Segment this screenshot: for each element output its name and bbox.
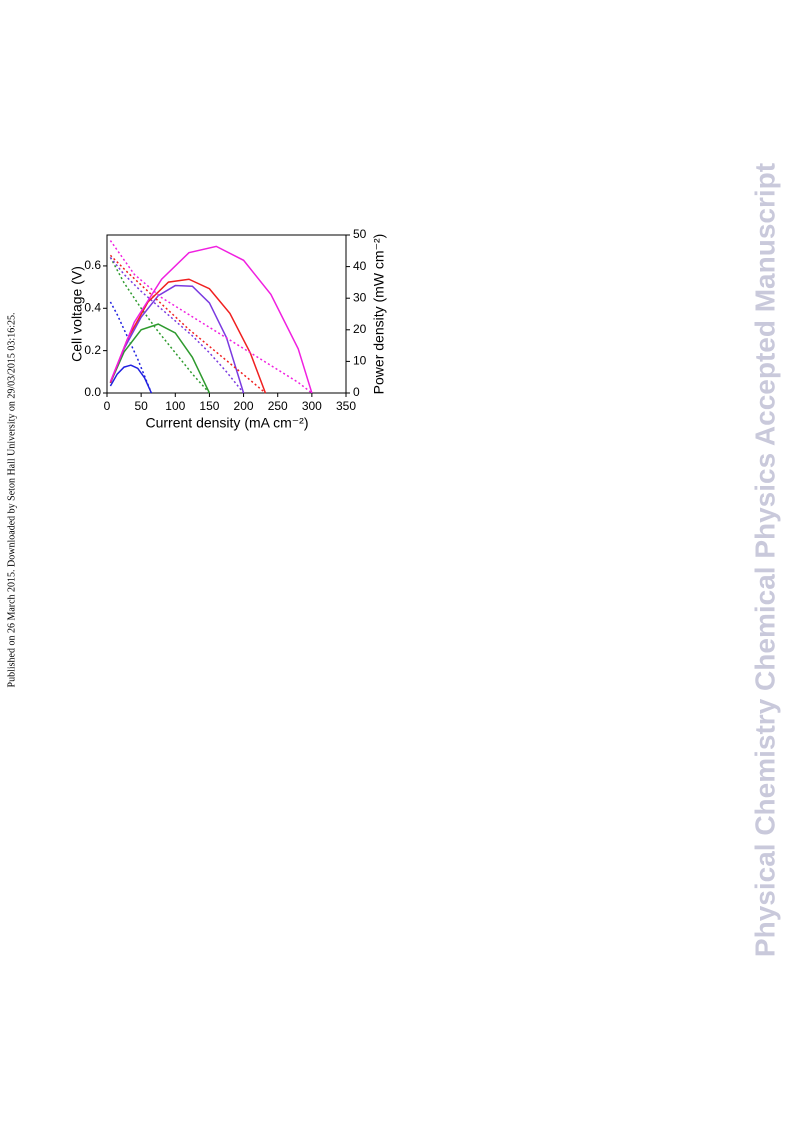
chart: Cell voltage (V) Power density (mW cm⁻²)… [69, 227, 387, 431]
y-axis-label: Cell voltage (V) [69, 266, 85, 362]
margin-note: Published on 26 March 2015. Downloaded b… [6, 313, 17, 688]
y-tick-label: 0.4 [84, 300, 101, 314]
watermark: Physical Chemistry Chemical Physics Acce… [749, 163, 780, 957]
y2-tick-label: 40 [353, 259, 367, 273]
y2-tick-label: 0 [353, 385, 360, 399]
x-tick-label: 300 [302, 399, 322, 413]
voltage-line [109, 257, 210, 394]
x-tick-label: 50 [134, 399, 148, 413]
voltage-line [109, 256, 245, 394]
x-tick-label: 150 [199, 399, 219, 413]
voltage-line [109, 301, 153, 394]
power-line [109, 284, 245, 394]
power-line [109, 364, 153, 394]
x-tick-label: 100 [165, 399, 185, 413]
y2-tick-label: 10 [353, 354, 367, 368]
x-tick-label: 250 [268, 399, 288, 413]
power-line [109, 245, 313, 394]
power-line [109, 323, 211, 394]
y-tick-label: 0.2 [84, 343, 101, 357]
y2-tick-label: 20 [353, 322, 367, 336]
plot-frame [106, 234, 347, 394]
y2-axis-label: Power density (mW cm⁻²) [371, 234, 387, 395]
y2-tick-label: 30 [353, 290, 367, 304]
x-tick-label: 0 [104, 399, 111, 413]
x-axis-label: Current density (mA cm⁻²) [146, 415, 309, 431]
x-tick-label: 200 [234, 399, 254, 413]
voltage-line [109, 254, 266, 394]
y-tick-label: 0.0 [84, 385, 101, 399]
y2-tick-label: 50 [353, 227, 367, 241]
y-tick-label: 0.6 [84, 258, 101, 272]
x-tick-label: 350 [336, 399, 356, 413]
power-line [109, 278, 267, 394]
